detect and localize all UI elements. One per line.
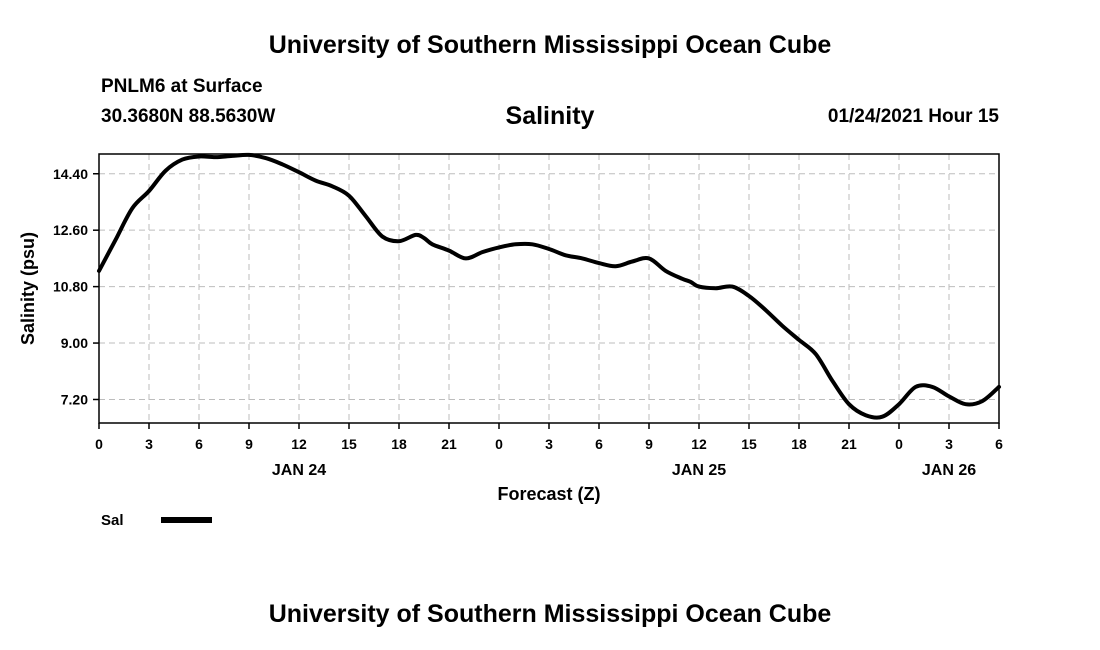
x-tick-label: 12 bbox=[291, 436, 307, 452]
salinity-series-line bbox=[97, 152, 1001, 420]
date-label: JAN 24 bbox=[272, 462, 326, 479]
chart-title: Salinity bbox=[505, 102, 595, 130]
x-tick-label: 21 bbox=[841, 436, 857, 452]
page-title: University of Southern Mississippi Ocean… bbox=[268, 31, 832, 59]
x-tick-label: 9 bbox=[645, 436, 653, 452]
date-label: JAN 26 bbox=[922, 462, 976, 479]
x-tick-label: 21 bbox=[441, 436, 457, 452]
forecast-timestamp: 01/24/2021 Hour 15 bbox=[827, 106, 999, 127]
x-tick-label: 6 bbox=[195, 436, 203, 452]
y-axis-label: Salinity (psu) bbox=[18, 232, 38, 345]
x-axis-label: Forecast (Z) bbox=[497, 484, 600, 504]
x-tick-label: 18 bbox=[791, 436, 807, 452]
x-tick-label: 6 bbox=[995, 436, 1003, 452]
x-tick-label: 12 bbox=[691, 436, 707, 452]
y-tick-label: 7.20 bbox=[61, 391, 88, 407]
x-tick-label: 9 bbox=[245, 436, 253, 452]
x-tick-label: 0 bbox=[95, 436, 103, 452]
x-tick-label: 18 bbox=[391, 436, 407, 452]
x-tick-label: 0 bbox=[495, 436, 503, 452]
y-tick-label: 14.40 bbox=[53, 166, 88, 182]
x-tick-label: 3 bbox=[945, 436, 953, 452]
x-tick-label: 3 bbox=[145, 436, 153, 452]
y-tick-label: 9.00 bbox=[61, 335, 88, 351]
x-tick-label: 6 bbox=[595, 436, 603, 452]
date-label: JAN 25 bbox=[672, 462, 726, 479]
x-tick-label: 0 bbox=[895, 436, 903, 452]
station-name: PNLM6 at Surface bbox=[101, 76, 263, 97]
x-tick-label: 3 bbox=[545, 436, 553, 452]
footer-title: University of Southern Mississippi Ocean… bbox=[268, 600, 832, 628]
axes: 14.40 12.60 10.80 9.00 7.20 0 3 6 9 12 15 18 21 0 3 6 9 1… bbox=[53, 166, 1003, 479]
y-tick-label: 10.80 bbox=[53, 279, 88, 295]
grid bbox=[99, 154, 999, 423]
y-tick-label: 12.60 bbox=[53, 222, 88, 238]
x-tick-label: 15 bbox=[341, 436, 357, 452]
station-coords: 30.3680N 88.5630W bbox=[101, 106, 276, 127]
x-tick-label: 15 bbox=[741, 436, 757, 452]
legend-label: Sal bbox=[101, 512, 124, 529]
